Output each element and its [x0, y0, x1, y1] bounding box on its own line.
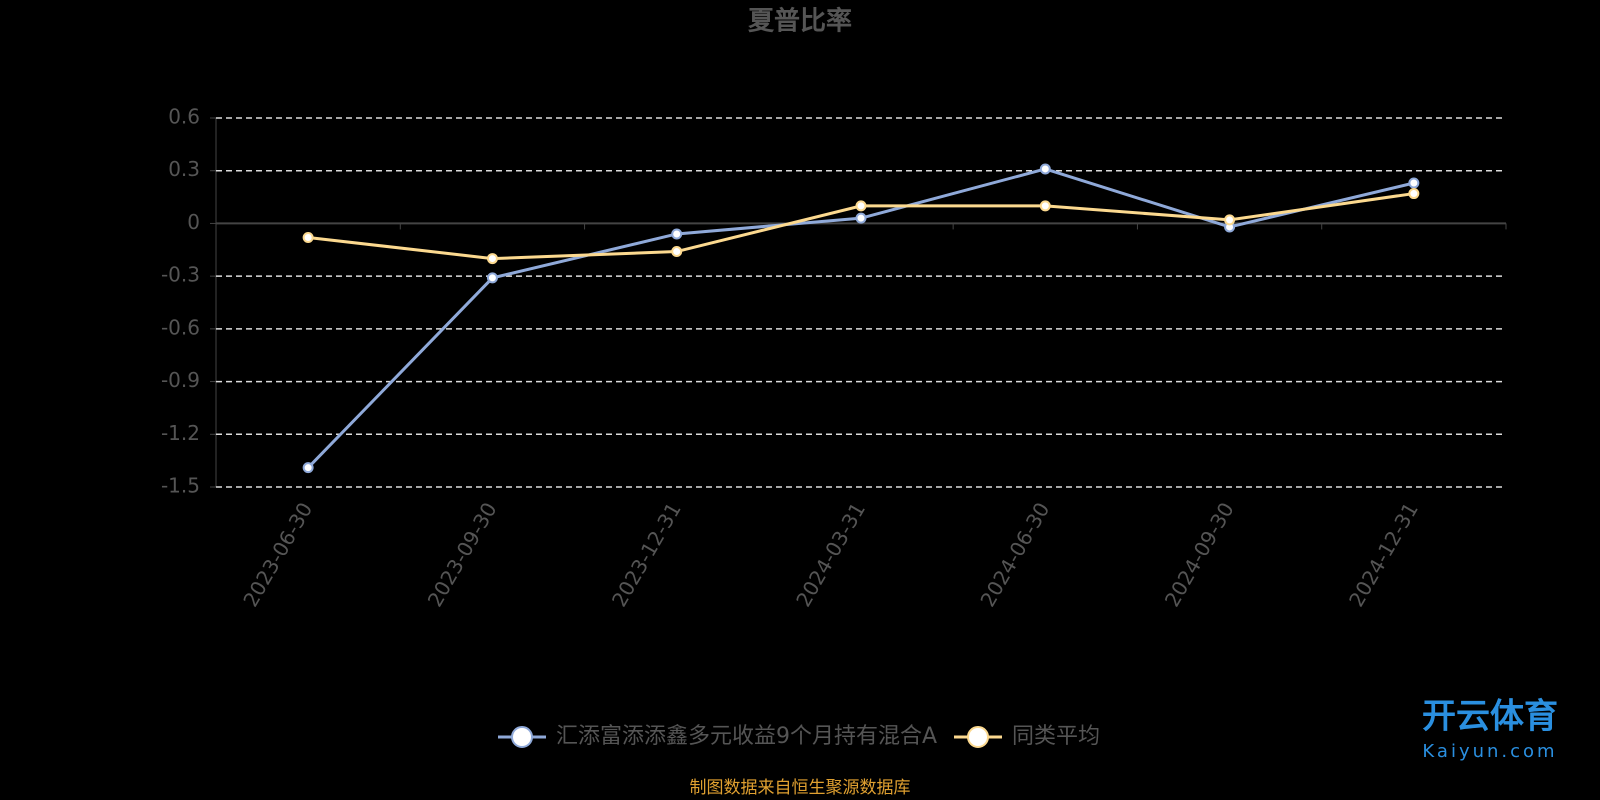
data-point — [1408, 177, 1420, 189]
data-point — [1039, 163, 1051, 175]
data-point — [302, 231, 314, 243]
data-point — [671, 228, 683, 240]
data-point — [302, 462, 314, 474]
chart-title: 夏普比率 — [748, 6, 852, 37]
y-tick-label: -1.2 — [161, 421, 200, 445]
y-tick-label: -0.9 — [161, 368, 200, 392]
legend-marker — [967, 726, 989, 748]
y-tick-label: 0.6 — [168, 105, 200, 129]
y-tick-label: 0.3 — [168, 157, 200, 181]
data-point — [1039, 200, 1051, 212]
y-tick-label: -0.3 — [161, 263, 200, 287]
data-point — [486, 253, 498, 265]
data-point — [671, 246, 683, 258]
y-tick-label: -1.5 — [161, 474, 200, 498]
y-tick-label: -0.6 — [161, 315, 200, 339]
y-tick-label: 0 — [187, 210, 200, 234]
data-point — [855, 212, 867, 224]
data-point — [1408, 188, 1420, 200]
legend-label: 同类平均 — [1012, 724, 1100, 749]
legend-marker — [511, 726, 533, 748]
data-point — [1224, 214, 1236, 226]
source-note: 制图数据来自恒生聚源数据库 — [690, 778, 911, 798]
watermark-brand: 开云体育 — [1422, 697, 1558, 737]
data-point — [855, 200, 867, 212]
legend-label: 汇添富添添鑫多元收益9个月持有混合A — [556, 724, 937, 749]
data-point — [486, 272, 498, 284]
watermark-site: Kaiyun.com — [1422, 741, 1557, 762]
